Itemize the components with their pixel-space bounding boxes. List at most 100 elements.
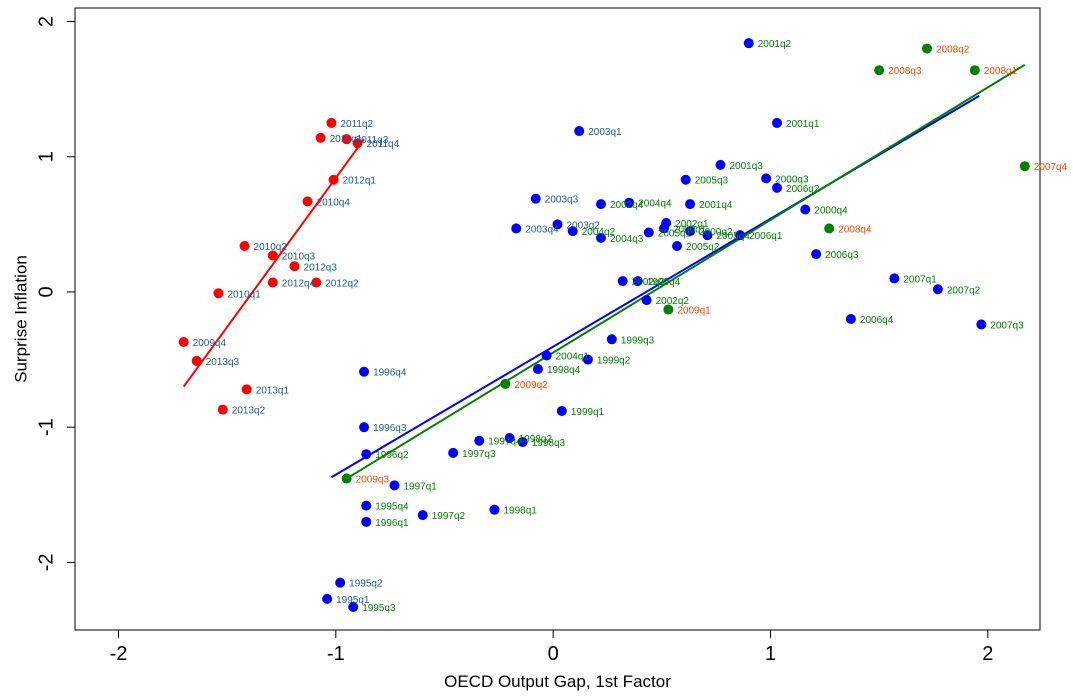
point-label: 2007q1: [903, 274, 937, 285]
point-label: 2011q2: [340, 119, 373, 130]
point-label: 2002q2: [656, 296, 690, 307]
point-label: 2008q4: [838, 224, 872, 235]
plot-frame: [74, 7, 1041, 631]
point-label: 2002q1: [675, 219, 709, 230]
point-label: 1999q2: [597, 356, 631, 367]
data-point: [761, 173, 772, 184]
point-label: 2001q1: [786, 119, 820, 130]
point-label: 2003q4: [525, 224, 559, 235]
point-label: 1996q2: [375, 450, 409, 461]
point-label: 1995q3: [362, 603, 396, 614]
x-tick-label: 2: [982, 643, 993, 665]
point-label: 2006q4: [860, 315, 894, 326]
y-tick-label: -1: [35, 418, 57, 436]
x-tick-label: -2: [110, 643, 128, 665]
point-label: 2002q4: [610, 200, 644, 211]
x-tick-label: 0: [548, 643, 559, 665]
point-label: 2012q1: [343, 176, 377, 187]
data-point: [624, 197, 635, 208]
data-point: [661, 217, 672, 228]
data-point: [643, 227, 654, 238]
point-label: 1997q3: [462, 449, 496, 460]
data-point: [361, 449, 372, 460]
data-point: [574, 126, 585, 137]
data-point: [976, 319, 987, 330]
point-label: 2004q4: [638, 199, 672, 210]
data-point: [361, 500, 372, 511]
point-label: 2004q3: [610, 234, 644, 245]
point-label: 1998q2: [519, 434, 553, 445]
point-label: 2008q1: [984, 66, 1018, 77]
data-point: [352, 138, 363, 149]
point-label: 1997q1: [403, 481, 437, 492]
data-point: [889, 273, 900, 284]
point-label: 2000q4: [814, 205, 848, 216]
data-point: [595, 232, 606, 243]
data-point: [348, 602, 359, 613]
data-point: [213, 288, 224, 299]
axes-layer: -2 -1 0 1 2 -2 -1 0 1 2: [35, 7, 1041, 665]
points-layer: [178, 38, 1030, 613]
data-point: [517, 437, 528, 448]
point-label: 2005q2: [686, 242, 720, 253]
point-label: 2007q2: [947, 285, 981, 296]
point-label: 2003q2: [567, 220, 601, 231]
data-point: [632, 276, 643, 287]
data-point: [641, 295, 652, 306]
data-point: [267, 250, 278, 261]
point-label: 1998q4: [547, 365, 581, 376]
data-point: [322, 593, 333, 604]
point-label: 2011q3: [356, 135, 389, 146]
point-label: 2009q3: [356, 475, 390, 486]
point-label: 1996q1: [375, 518, 409, 529]
point-label: 2010q4: [317, 197, 351, 208]
point-label: 1998q3: [532, 438, 566, 449]
data-point: [772, 182, 783, 193]
y-tick-label: 0: [35, 286, 57, 297]
data-point: [595, 199, 606, 210]
data-point: [326, 117, 337, 128]
point-label: 2004q2: [582, 227, 616, 238]
data-point: [359, 366, 370, 377]
data-point: [800, 204, 811, 215]
x-tick-label: 1: [765, 643, 776, 665]
data-point: [335, 577, 346, 588]
point-label: 1996q3: [373, 423, 407, 434]
point-label: 2007q4: [1034, 162, 1068, 173]
point-label: 2005q4: [716, 231, 750, 242]
point-label: 1999q4: [647, 277, 681, 288]
data-point: [361, 516, 372, 527]
data-point: [606, 334, 617, 345]
point-label: 2012q2: [325, 278, 359, 289]
data-point: [743, 38, 754, 49]
point-label: 2009q2: [514, 380, 548, 391]
point-label: 2003q3: [545, 195, 579, 206]
data-point: [417, 510, 428, 521]
data-point: [389, 480, 400, 491]
data-point: [663, 304, 674, 315]
data-point: [239, 240, 250, 251]
data-point: [685, 199, 696, 210]
point-label: 1996q4: [373, 368, 407, 379]
data-point: [267, 277, 278, 288]
point-label: 2000q2: [699, 227, 733, 238]
data-point: [504, 432, 515, 443]
point-label: 2006q3: [825, 250, 859, 261]
point-label: 2006q2: [786, 184, 820, 195]
point-label: 2009q4: [193, 338, 227, 349]
data-point: [448, 447, 459, 458]
point-label: 2011q1: [330, 134, 363, 145]
green-fit-line: [346, 63, 1026, 480]
data-point: [969, 65, 980, 76]
point-labels-layer: 1995q1 1995q2 1995q3 1995q4 1996q1 1996q2 1996…: [193, 39, 1068, 614]
point-label: 1999q1: [571, 407, 605, 418]
point-label: 2010q3: [282, 251, 316, 262]
data-point: [672, 240, 683, 251]
data-point: [178, 336, 189, 347]
data-point: [567, 226, 578, 237]
point-label: 2004q1: [556, 352, 590, 363]
x-tick-label: -1: [327, 643, 345, 665]
data-point: [217, 404, 228, 415]
data-point: [685, 226, 696, 237]
